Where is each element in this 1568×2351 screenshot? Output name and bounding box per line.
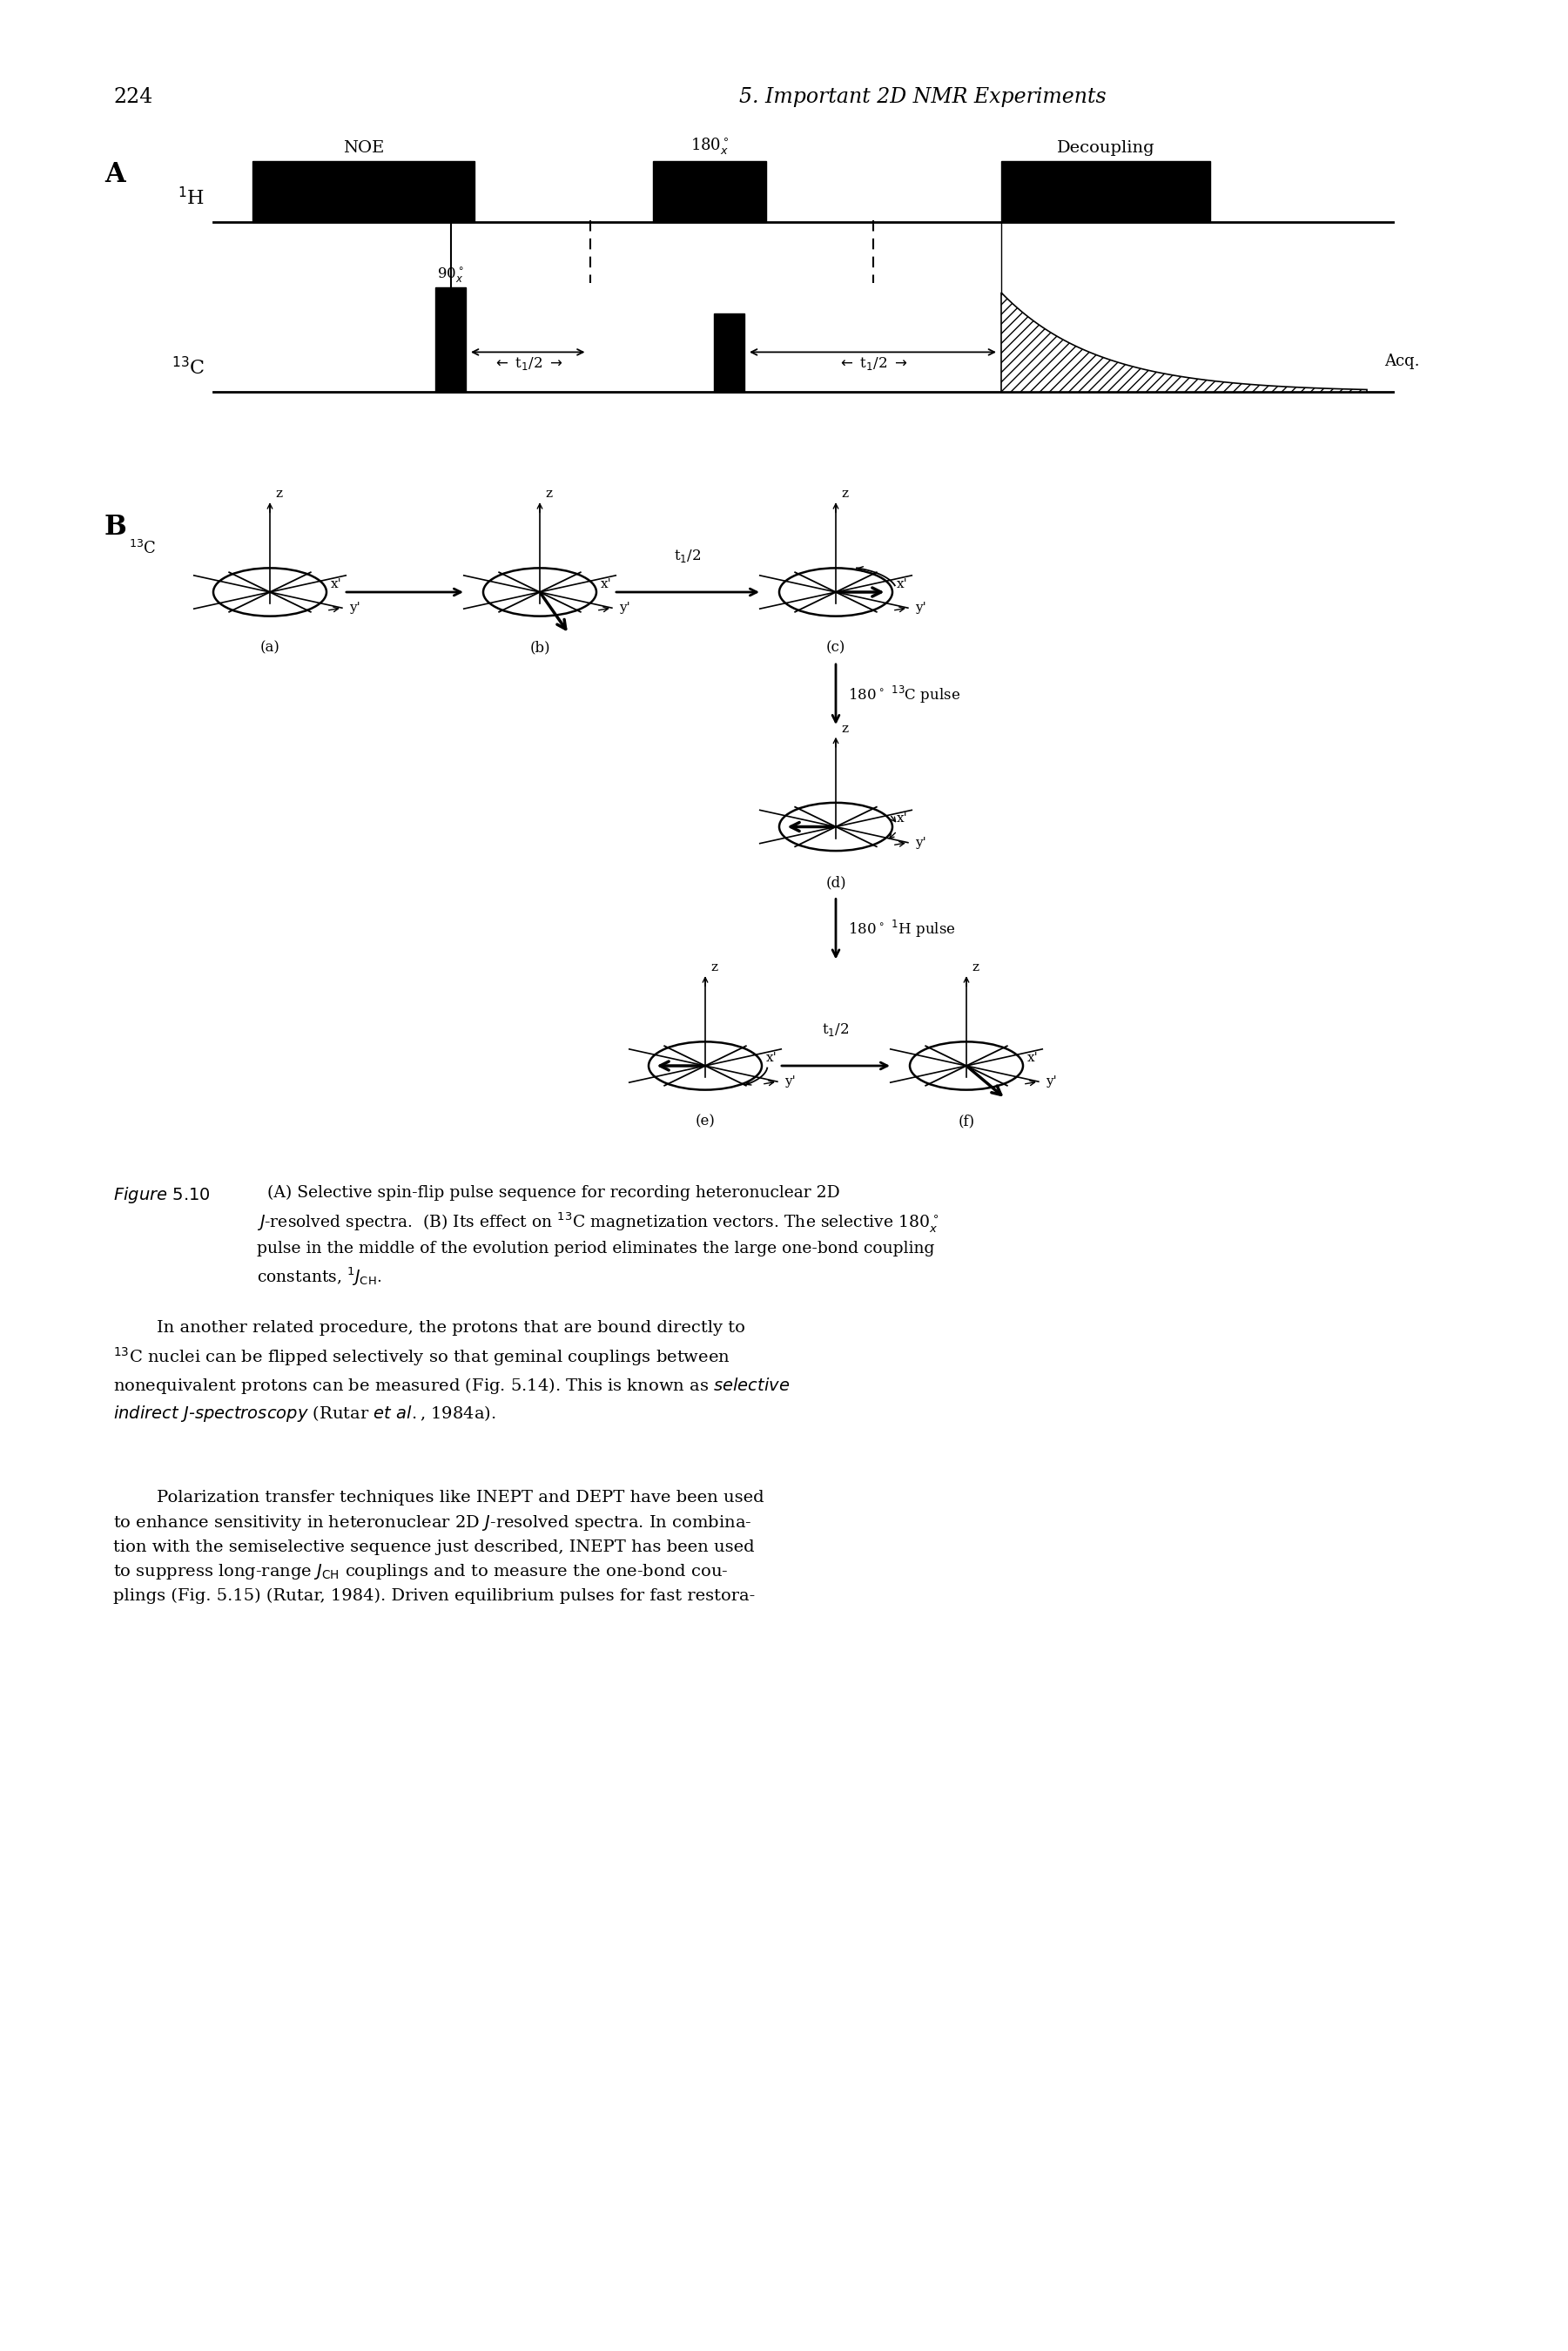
Text: y': y' bbox=[619, 602, 630, 614]
Text: (b): (b) bbox=[530, 639, 550, 656]
Text: In another related procedure, the protons that are bound directly to
$^{13}$C nu: In another related procedure, the proton… bbox=[113, 1319, 790, 1425]
Text: Acq.: Acq. bbox=[1385, 353, 1419, 369]
Text: (f): (f) bbox=[958, 1114, 975, 1128]
Text: 180$^\circ$ $^{1}$H pulse: 180$^\circ$ $^{1}$H pulse bbox=[848, 919, 955, 940]
Text: x': x' bbox=[331, 578, 342, 590]
Text: z: z bbox=[546, 489, 552, 501]
Text: y': y' bbox=[784, 1074, 795, 1089]
Text: t$_1$/2: t$_1$/2 bbox=[674, 548, 701, 564]
Bar bbox=[436, 287, 466, 393]
Text: (A) Selective spin-flip pulse sequence for recording heteronuclear 2D
$J$-resolv: (A) Selective spin-flip pulse sequence f… bbox=[257, 1185, 939, 1288]
Text: $^{13}$C: $^{13}$C bbox=[171, 357, 204, 379]
Text: y': y' bbox=[1046, 1074, 1057, 1089]
Text: Polarization transfer techniques like INEPT and DEPT have been used
to enhance s: Polarization transfer techniques like IN… bbox=[113, 1491, 764, 1603]
Text: x': x' bbox=[601, 578, 612, 590]
Text: 5. Important 2D NMR Experiments: 5. Important 2D NMR Experiments bbox=[740, 87, 1107, 108]
Text: $\leftarrow$ t$_1$/2 $\rightarrow$: $\leftarrow$ t$_1$/2 $\rightarrow$ bbox=[837, 355, 908, 371]
Text: x': x' bbox=[765, 1051, 776, 1065]
Text: B: B bbox=[105, 515, 127, 541]
Text: (e): (e) bbox=[695, 1114, 715, 1128]
Polygon shape bbox=[1002, 292, 1367, 393]
Text: $\mathbf{\mathit{Figure\ 5.10}}$: $\mathbf{\mathit{Figure\ 5.10}}$ bbox=[113, 1185, 210, 1206]
Text: z: z bbox=[840, 489, 848, 501]
Bar bbox=[1002, 162, 1210, 221]
Text: NOE: NOE bbox=[343, 141, 384, 155]
Text: $\leftarrow$ t$_1$/2 $\rightarrow$: $\leftarrow$ t$_1$/2 $\rightarrow$ bbox=[492, 355, 563, 371]
Text: Decoupling: Decoupling bbox=[1057, 141, 1154, 155]
Text: A: A bbox=[105, 162, 125, 188]
Text: (d): (d) bbox=[825, 875, 847, 889]
Text: z: z bbox=[274, 489, 282, 501]
Text: x': x' bbox=[1027, 1051, 1038, 1065]
Text: z: z bbox=[840, 722, 848, 734]
Bar bbox=[713, 313, 745, 393]
Text: $^{13}$C: $^{13}$C bbox=[129, 541, 157, 557]
Text: 224: 224 bbox=[113, 87, 152, 108]
Text: y': y' bbox=[350, 602, 361, 614]
Text: t$_1$/2: t$_1$/2 bbox=[822, 1020, 850, 1037]
Text: $^{1}$H: $^{1}$H bbox=[177, 188, 204, 209]
Bar bbox=[652, 162, 767, 221]
Text: y': y' bbox=[916, 837, 927, 849]
Text: x': x' bbox=[897, 813, 908, 825]
Text: 180$^\circ$ $^{13}$C pulse: 180$^\circ$ $^{13}$C pulse bbox=[848, 684, 961, 705]
Text: 180$^\circ_x$: 180$^\circ_x$ bbox=[690, 136, 729, 155]
Text: y': y' bbox=[916, 602, 927, 614]
Text: (a): (a) bbox=[260, 639, 279, 656]
Text: 90$^\circ_x$: 90$^\circ_x$ bbox=[437, 266, 464, 284]
Text: z: z bbox=[710, 962, 718, 973]
Bar bbox=[252, 162, 475, 221]
Text: z: z bbox=[972, 962, 978, 973]
Text: (c): (c) bbox=[826, 639, 845, 656]
Text: x': x' bbox=[897, 578, 908, 590]
